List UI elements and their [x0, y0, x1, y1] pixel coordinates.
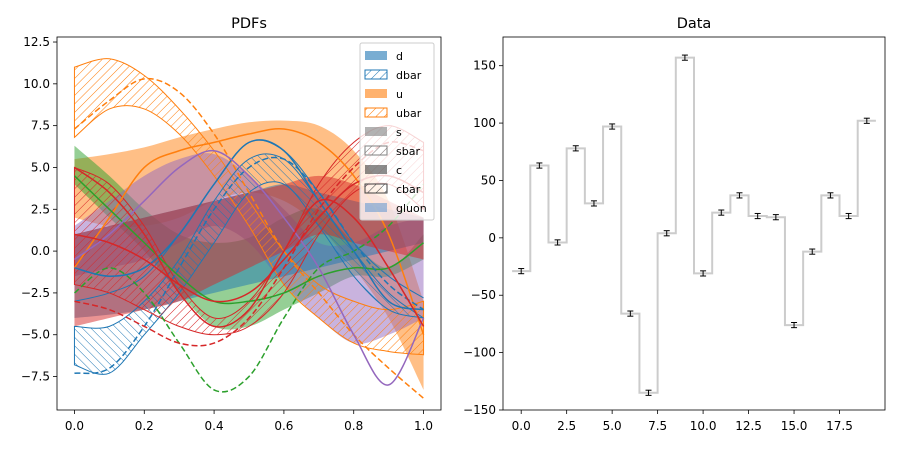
data-x-tick-label: 10.0 [690, 419, 717, 433]
data-x-tick-label: 15.0 [781, 419, 808, 433]
pdfs-title: PDFs [231, 16, 267, 32]
data-x-tick-label: 7.5 [648, 419, 667, 433]
data-point [681, 54, 688, 61]
pdfs-panel: 0.0 0.2 0.4 0.6 0.8 1.0 −7.5 −5.0 −2.5 0.0 2.5 5.0… [21, 16, 442, 433]
data-y-tick-label: −150 [463, 403, 496, 417]
data-point [845, 212, 852, 220]
data-point [827, 192, 834, 199]
data-y-tick-label: −50 [471, 288, 496, 302]
pdfs-y-tick-label: 2.5 [31, 202, 50, 216]
pdfs-legend: d dbar u ubar s sbar c cbar gluon [359, 42, 435, 221]
pdfs-x-axis: 0.0 0.2 0.4 0.6 0.8 1.0 [65, 410, 433, 433]
pdfs-y-tick-label: 0.0 [31, 244, 50, 258]
pdfs-x-tick-label: 0.6 [274, 419, 293, 433]
pdfs-x-tick-label: 0.0 [65, 419, 84, 433]
legend-swatch-sbar [364, 145, 388, 156]
pdfs-y-tick-label: −5.0 [21, 328, 50, 342]
pdf-line-9 [74, 166, 425, 328]
data-x-tick-label: 12.5 [735, 419, 762, 433]
data-x-tick-label: 17.5 [826, 419, 853, 433]
legend-label-s: s [396, 126, 402, 139]
pdf-line-0 [73, 77, 425, 399]
data-point [791, 321, 798, 329]
data-x-axis: 0.0 2.5 5.0 7.5 10.0 12.5 15.0 17.5 [512, 410, 853, 433]
legend-label-sbar: sbar [396, 145, 420, 158]
data-point [609, 123, 616, 130]
data-point [536, 162, 543, 169]
pdf-line-6 [74, 149, 425, 386]
data-y-tick-label: 0 [488, 231, 496, 245]
legend-label-u: u [396, 88, 403, 101]
data-point [572, 145, 579, 152]
pdfs-y-tick-label: 12.5 [23, 35, 50, 49]
data-point [863, 117, 870, 124]
legend-label-d: d [396, 50, 403, 63]
data-point [718, 209, 725, 216]
pdfs-y-tick-label: −7.5 [21, 370, 50, 384]
legend-swatch-s [365, 127, 387, 136]
pdfs-y-tick-label: 10.0 [23, 77, 50, 91]
pdfs-x-tick-label: 1.0 [414, 419, 433, 433]
data-x-tick-label: 5.0 [603, 419, 622, 433]
pdfs-axes-frame [56, 36, 442, 411]
data-y-axis: −150 −100 −50 0 50 100 150 [463, 59, 503, 417]
legend-swatch-u [365, 89, 387, 98]
pdfs-y-tick-label: −2.5 [21, 286, 50, 300]
data-y-tick-label: 150 [473, 59, 496, 73]
data-marks [512, 54, 876, 396]
legend-swatch-cbar [364, 183, 388, 194]
data-title: Data [677, 16, 712, 32]
legend-label-dbar: dbar [396, 69, 422, 82]
legend-swatch-c [365, 165, 387, 174]
data-point [809, 248, 816, 255]
data-point [736, 192, 743, 199]
pdfs-x-tick-label: 0.8 [344, 419, 363, 433]
data-y-tick-label: −100 [463, 346, 496, 360]
data-point [554, 239, 561, 246]
legend-label-c: c [396, 164, 402, 177]
data-x-tick-label: 0.0 [512, 419, 531, 433]
pdfs-y-tick-label: 5.0 [31, 160, 50, 174]
data-axes-frame [502, 36, 886, 411]
legend-swatch-ubar [364, 107, 388, 118]
data-x-tick-label: 2.5 [557, 419, 576, 433]
legend-swatch-gluon [365, 203, 387, 212]
legend-label-gluon: gluon [396, 202, 427, 215]
legend-label-ubar: ubar [396, 107, 422, 120]
legend-swatch-dbar [364, 69, 388, 80]
data-point [754, 212, 761, 220]
pdf-band-5 [73, 58, 425, 356]
pdf-line-5 [74, 139, 424, 311]
data-y-tick-label: 100 [473, 116, 496, 130]
data-panel: 0.0 2.5 5.0 7.5 10.0 12.5 15.0 17.5 −150 −100 −50… [463, 16, 886, 433]
data-point [663, 230, 670, 237]
pdfs-y-axis: −7.5 −5.0 −2.5 0.0 2.5 5.0 7.5 10.0 12.5 [21, 35, 57, 384]
data-point [645, 389, 652, 396]
data-y-tick-label: 50 [481, 173, 496, 187]
pdfs-y-tick-label: 7.5 [31, 119, 50, 133]
data-point [700, 270, 707, 277]
data-point [518, 268, 525, 275]
data-point [590, 200, 597, 207]
data-point [772, 214, 779, 221]
pdf-line-2 [73, 183, 425, 393]
legend-swatch-d [365, 51, 387, 60]
legend-frame [359, 42, 435, 221]
pdfs-x-tick-label: 0.2 [135, 419, 154, 433]
data-point [627, 310, 634, 317]
pdfs-x-tick-label: 0.4 [205, 419, 224, 433]
legend-label-cbar: cbar [396, 183, 421, 196]
pdf-line-4 [74, 156, 424, 375]
